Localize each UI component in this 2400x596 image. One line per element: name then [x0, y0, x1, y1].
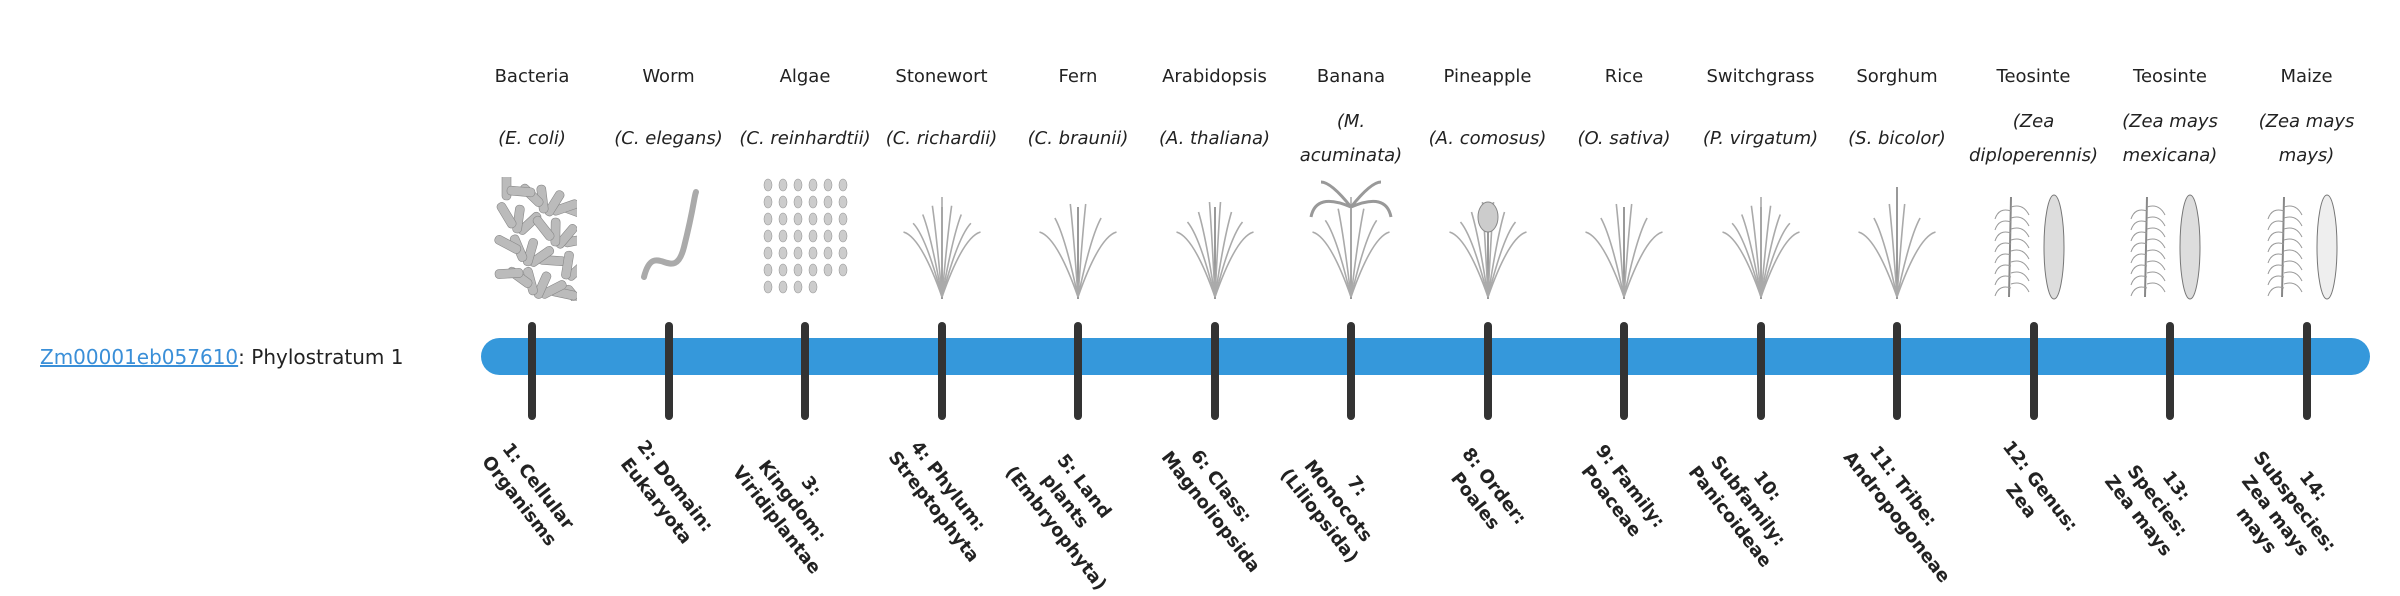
- maize-image: [2267, 194, 2337, 300]
- stratum-tick: [528, 322, 536, 420]
- phylostratum-text: : Phylostratum 1: [238, 345, 404, 369]
- stratum-tick: [1074, 322, 1082, 420]
- common-name: Stonewort: [895, 66, 988, 87]
- scientific-name-text: (Zea mays mays): [2258, 111, 2355, 166]
- stratum-tick: [1483, 322, 1492, 420]
- scientific-name-text: (C. richardii): [885, 128, 998, 149]
- fern-image: [1039, 203, 1117, 299]
- rank-label: 10: Subfamily: Panicoideae: [1683, 451, 1790, 572]
- stratum-tick: [1347, 322, 1355, 420]
- scientific-name-text: (Zea mays mexicana): [2122, 111, 2218, 166]
- worm-image: [640, 189, 699, 280]
- stonewort-image: [902, 197, 981, 299]
- scientific-name-text: (M. acuminata): [1299, 111, 1403, 166]
- stratum-tick: [664, 322, 673, 420]
- common-name: Banana: [1316, 66, 1386, 87]
- rank-label: 3: Kingdom: Viridiplantae: [727, 456, 831, 579]
- rank-label: 2: Domain: Eukaryota: [615, 436, 717, 549]
- timeline-bar: [481, 338, 2370, 375]
- algae-image: [763, 178, 848, 294]
- common-name: Algae: [779, 66, 831, 87]
- scientific-name-text: (Zea diploperennis): [1968, 111, 2099, 166]
- rank-label: 13: Species: Zea mays: [2100, 461, 2195, 561]
- rank-label: 8: Order: Poales: [1445, 443, 1530, 534]
- stratum-tick: [1620, 322, 1628, 420]
- scientific-name: (Zea mays mexicana): [2102, 104, 2238, 174]
- scientific-name-text: (C. braunii): [1027, 128, 1129, 149]
- switchgrass-image: [1721, 197, 1800, 299]
- rank-label: 14: Subspecies: Zea mays mays: [2231, 447, 2340, 561]
- rice-image: [1585, 203, 1663, 299]
- teosinte-image: [1994, 194, 2064, 300]
- sorghum-image: [1858, 187, 1936, 299]
- gene-id-link[interactable]: Zm00001eb057610: [40, 345, 239, 369]
- scientific-name-text: (O. sativa): [1577, 128, 1671, 149]
- pineapple-image: [1448, 201, 1527, 299]
- rank-label: 4: Phylum: Streptophyta: [883, 437, 990, 567]
- scientific-name: (S. bicolor): [1829, 104, 1965, 174]
- banana-image: [1309, 180, 1393, 299]
- scientific-name: (C. braunii): [1010, 104, 1146, 174]
- common-name: Sorghum: [1856, 66, 1938, 87]
- rank-label: 11: Tribe: Andropogoneae: [1838, 442, 1955, 588]
- common-name: Teosinte: [1996, 66, 2071, 87]
- rank-label: 12: Genus: Zea: [1997, 436, 2082, 536]
- stratum-tick: [937, 322, 946, 420]
- scientific-name-text: (C. reinhardtii): [739, 128, 871, 149]
- scientific-name: (C. reinhardtii): [737, 104, 873, 174]
- scientific-name: (C. richardii): [874, 104, 1010, 174]
- scientific-name-text: (A. comosus): [1428, 128, 1547, 149]
- scientific-name-text: (P. virgatum): [1702, 128, 1819, 149]
- teosinte-mexicana-image: [2130, 194, 2201, 300]
- common-name: Rice: [1604, 66, 1644, 87]
- bacteria-image: [494, 177, 577, 301]
- common-name: Worm: [642, 66, 695, 87]
- scientific-name: (A. comosus): [1420, 104, 1556, 174]
- stratum-tick: [2302, 322, 2311, 420]
- stratum-tick: [1756, 322, 1765, 420]
- scientific-name: (O. sativa): [1556, 104, 1692, 174]
- scientific-name: (M. acuminata): [1283, 104, 1419, 174]
- scientific-name: (E. coli): [464, 104, 600, 174]
- scientific-name: (Zea diploperennis): [1966, 104, 2102, 174]
- rank-label: 7: Monocots (Liliopsida): [1275, 456, 1377, 568]
- common-name: Bacteria: [494, 66, 570, 87]
- rank-label: 1: Cellular Organisms: [477, 439, 579, 551]
- scientific-name: (Zea mays mays): [2239, 104, 2375, 174]
- common-name: Teosinte: [2133, 66, 2207, 87]
- common-name: Maize: [2280, 66, 2333, 87]
- rank-label: 6: Class: Magnoliopsida: [1156, 445, 1264, 577]
- stratum-tick: [1893, 322, 1901, 420]
- arabidopsis-image: [1175, 201, 1254, 299]
- scientific-name-text: (C. elegans): [614, 128, 723, 149]
- scientific-name: (P. virgatum): [1693, 104, 1829, 174]
- scientific-name-text: (E. coli): [498, 128, 566, 149]
- scientific-name-text: (A. thaliana): [1158, 128, 1271, 149]
- rank-label: 9: Family: Poaceae: [1576, 440, 1669, 542]
- gene-label: Zm00001eb057610: Phylostratum 1: [40, 340, 403, 374]
- stratum-tick: [2029, 322, 2038, 420]
- stratum-tick: [1210, 322, 1219, 420]
- scientific-name: (A. thaliana): [1147, 104, 1283, 174]
- scientific-name-text: (S. bicolor): [1848, 128, 1946, 149]
- stratum-tick: [2166, 322, 2174, 420]
- common-name: Arabidopsis: [1162, 66, 1267, 87]
- common-name: Fern: [1058, 66, 1098, 87]
- common-name: Switchgrass: [1706, 66, 1815, 87]
- rank-label: 5: Land plants (Embryophyta): [1000, 450, 1116, 595]
- stratum-tick: [801, 322, 809, 420]
- common-name: Pineapple: [1443, 66, 1532, 87]
- scientific-name: (C. elegans): [601, 104, 737, 174]
